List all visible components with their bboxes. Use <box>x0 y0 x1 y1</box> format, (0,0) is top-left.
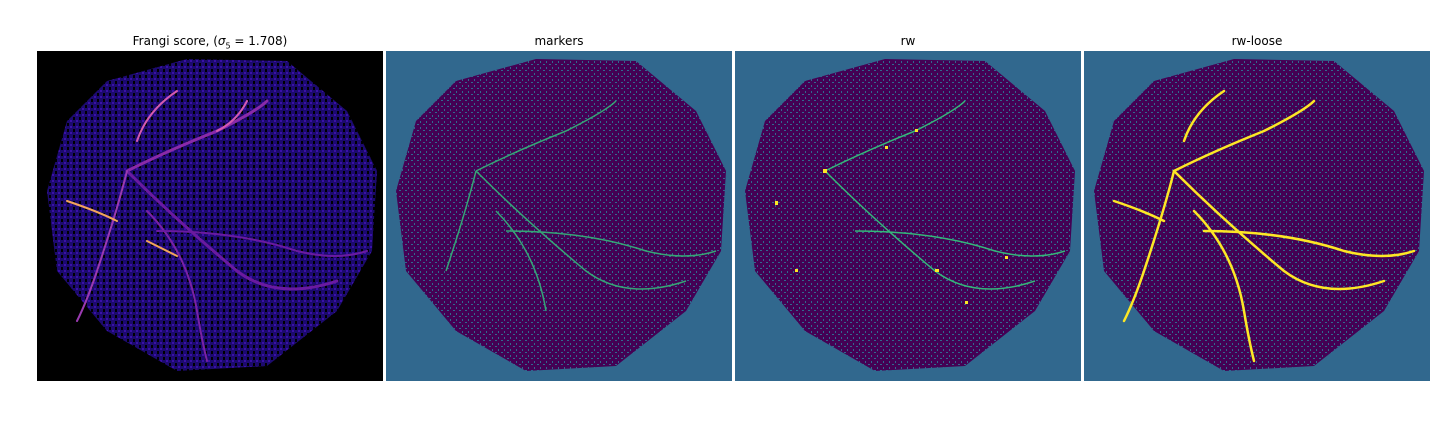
rw-image <box>735 51 1081 381</box>
rw-loose-image <box>1084 51 1430 381</box>
panel-rw-loose: rw-loose <box>1084 32 1430 381</box>
panel-title-rw: rw <box>900 34 916 48</box>
panel-frangi: Frangi score, (σ5 = 1.708) <box>37 32 383 381</box>
frangi-image <box>37 51 383 381</box>
markers-image <box>386 51 732 381</box>
panel-rw: rw <box>735 32 1081 381</box>
panel-title-rw-loose: rw-loose <box>1231 34 1283 48</box>
panel-markers: markers <box>386 32 732 381</box>
panel-title-markers: markers <box>534 34 584 48</box>
panel-title-frangi: Frangi score, (σ5 = 1.708) <box>132 34 288 51</box>
